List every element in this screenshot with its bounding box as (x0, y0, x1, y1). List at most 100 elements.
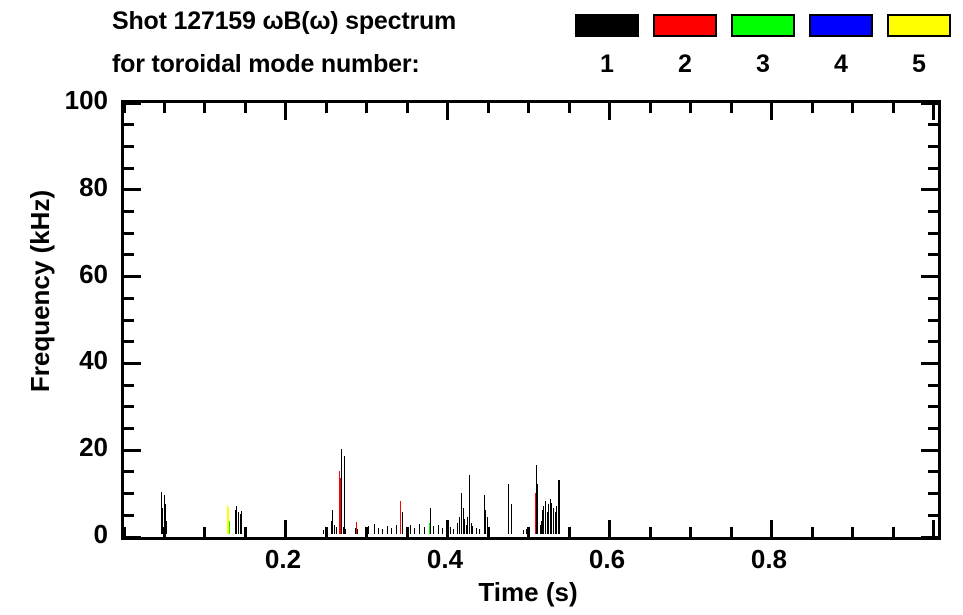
y-axis-title: Frequency (kHz) (25, 189, 55, 393)
data-mark (467, 516, 469, 534)
data-mark (236, 506, 238, 534)
y-tick-45 (124, 340, 134, 344)
data-mark (552, 507, 555, 534)
data-mark (546, 512, 548, 534)
data-mark (469, 475, 470, 534)
x-tick-top-0.65 (648, 103, 652, 113)
y-tick-label-40: 40 (79, 345, 108, 376)
y-tick-right-100 (921, 101, 938, 105)
data-mark (511, 503, 513, 534)
data-mark (391, 527, 393, 534)
x-tick-0.35 (405, 527, 409, 537)
y-tick-35 (124, 383, 134, 387)
y-tick-25 (124, 427, 134, 430)
data-mark (486, 516, 488, 534)
y-tick-right-20 (921, 448, 938, 452)
y-tick-right-30 (928, 405, 938, 409)
data-mark (418, 523, 420, 534)
data-mark (339, 471, 341, 534)
data-mark (452, 528, 454, 534)
data-mark (459, 516, 461, 534)
y-tick-label-0: 0 (93, 519, 108, 549)
legend-label-mode-1: 1 (600, 50, 614, 78)
y-tick-right-0 (921, 535, 938, 539)
x-tick-top-0.25 (324, 103, 328, 113)
x-tick-top-0.60 (608, 103, 612, 120)
x-tick-top-1.00 (932, 103, 936, 120)
data-mark (423, 527, 425, 534)
legend-swatch-mode-4 (809, 14, 873, 37)
y-tick-70 (124, 231, 134, 235)
y-tick-right-95 (928, 123, 938, 127)
y-tick-label-20: 20 (79, 432, 108, 463)
data-mark (163, 494, 165, 534)
y-tick-50 (124, 318, 134, 322)
figure-title-line-1: Shot 127159 ωB(ω) spectrum (112, 7, 457, 35)
data-mark (551, 502, 553, 534)
legend-swatch-mode-3 (731, 14, 795, 37)
data-mark (400, 501, 402, 534)
data-mark (539, 525, 541, 534)
y-tick-15 (124, 470, 134, 474)
data-mark (378, 527, 380, 534)
data-mark (449, 527, 451, 534)
data-mark (441, 527, 443, 534)
x-tick-top-0.55 (567, 103, 571, 113)
x-tick-top-0.10 (203, 103, 207, 113)
x-tick-0.65 (648, 527, 652, 537)
data-mark (228, 520, 230, 534)
y-tick-10 (124, 492, 134, 496)
data-mark (340, 477, 342, 534)
y-tick-right-90 (928, 144, 938, 148)
data-mark (522, 529, 524, 534)
y-tick-right-75 (928, 210, 938, 213)
figure-title-line-2: for toroidal mode number: (112, 50, 420, 78)
data-mark (164, 516, 166, 534)
x-tick-0.50 (527, 527, 531, 537)
data-mark (162, 507, 163, 534)
data-mark (437, 525, 439, 534)
data-mark (478, 528, 480, 534)
y-tick-right-45 (928, 340, 938, 344)
x-tick-0.00 (122, 527, 126, 537)
x-tick-label-0.6: 0.6 (588, 544, 626, 574)
data-mark (558, 479, 560, 534)
y-tick-right-60 (921, 275, 938, 279)
data-mark (414, 527, 415, 534)
data-mark (227, 507, 229, 534)
y-tick-5 (124, 513, 134, 517)
data-mark (405, 527, 407, 534)
data-mark (433, 526, 435, 534)
x-tick-0.20 (284, 520, 288, 537)
x-tick-label-0.2: 0.2 (264, 544, 302, 574)
data-mark (342, 527, 344, 534)
data-mark (460, 492, 462, 534)
x-tick-top-0.30 (365, 103, 369, 113)
y-tick-100 (124, 101, 141, 105)
data-mark (537, 484, 538, 534)
x-tick-0.10 (203, 527, 207, 537)
data-mark (541, 520, 542, 534)
data-mark (239, 514, 241, 534)
x-tick-0.15 (243, 527, 247, 537)
x-tick-top-0.00 (122, 103, 126, 113)
x-tick-0.45 (486, 527, 490, 537)
y-tick-90 (124, 144, 134, 148)
data-mark (548, 503, 550, 534)
y-tick-80 (124, 188, 141, 192)
y-tick-75 (124, 210, 134, 213)
data-mark (430, 507, 431, 534)
y-tick-right-15 (928, 470, 938, 474)
legend-label-mode-2: 2 (678, 50, 692, 78)
x-tick-top-0.40 (446, 103, 450, 120)
y-tick-65 (124, 253, 134, 257)
legend-entry-mode-5: 5 (887, 10, 953, 88)
data-mark (428, 522, 430, 534)
x-tick-0.40 (446, 520, 450, 537)
x-tick-0.60 (608, 520, 612, 537)
data-mark (386, 526, 388, 534)
x-tick-top-0.15 (243, 103, 247, 113)
y-tick-right-35 (928, 383, 938, 387)
data-mark (396, 525, 397, 534)
